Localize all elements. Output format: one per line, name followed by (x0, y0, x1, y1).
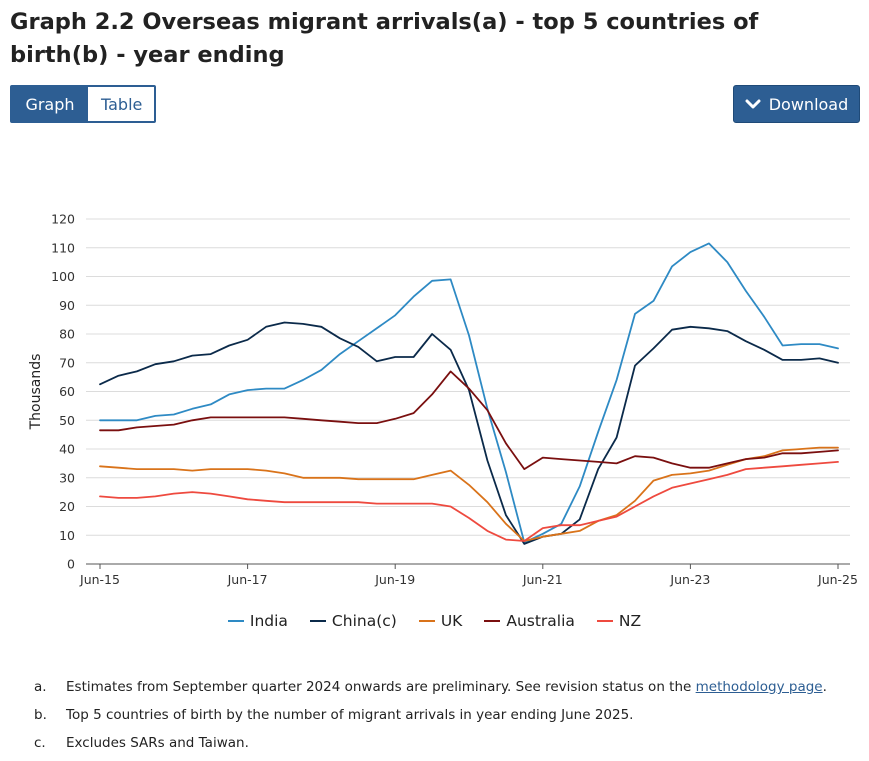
y-tick-label: 90 (59, 298, 75, 313)
y-tick-label: 50 (59, 413, 75, 428)
legend-swatch (227, 620, 244, 622)
footnote-label: a. (34, 679, 47, 695)
y-tick-label: 40 (59, 442, 75, 457)
y-tick-label: 110 (51, 240, 75, 255)
footnote-text: Top 5 countries of birth by the number o… (66, 707, 634, 723)
y-tick-label: 0 (67, 557, 75, 572)
line-chart: 0 10 20 30 40 50 60 70 80 90 100 110 120 Jun-15 Jun-17… (28, 212, 858, 588)
x-tick-label: Jun-15 (79, 572, 120, 587)
download-button[interactable]: Download (733, 85, 860, 123)
y-axis-label: Thousands (28, 354, 44, 431)
y-tick-label: 80 (59, 327, 75, 342)
legend-label: China(c) (331, 612, 397, 630)
x-tick-label: Jun-25 (817, 572, 858, 587)
legend-label: UK (440, 612, 463, 630)
footnotes: a. Estimates from September quarter 2024 … (34, 673, 827, 757)
series-line-australia (99, 370, 839, 471)
y-tick-label: 70 (59, 355, 75, 370)
legend-item[interactable]: India (227, 612, 288, 630)
y-tick-label: 20 (59, 499, 75, 514)
x-tick-label: Jun-23 (669, 572, 710, 587)
legend-swatch (596, 620, 613, 622)
series-line-nz (99, 460, 839, 542)
legend-label: NZ (618, 612, 642, 630)
y-tick-label: 60 (59, 384, 75, 399)
legend-item[interactable]: NZ (596, 612, 642, 630)
footnote-label: b. (34, 707, 47, 723)
y-tick-label: 30 (59, 470, 75, 485)
legend-swatch (309, 620, 326, 622)
footnote: a. Estimates from September quarter 2024 … (34, 673, 827, 701)
legend-item[interactable]: UK (418, 612, 463, 630)
footnote-text: Estimates from September quarter 2024 on… (66, 679, 827, 695)
legend-label: Australia (506, 612, 575, 630)
chart-legend: India China(c) UK Australia NZ (0, 612, 869, 630)
page-title: Graph 2.2 Overseas migrant arrivals(a) -… (10, 9, 759, 68)
graph-tab[interactable]: Graph (12, 87, 88, 121)
footnote: b. Top 5 countries of birth by the number… (34, 701, 827, 729)
methodology-link[interactable]: methodology page (695, 679, 823, 695)
legend-item[interactable]: Australia (484, 612, 575, 630)
download-label: Download (768, 94, 849, 114)
legend-label: India (249, 612, 288, 630)
x-tick-label: Jun-19 (374, 572, 415, 587)
footnote-label: c. (34, 735, 46, 751)
table-tab[interactable]: Table (88, 87, 154, 121)
y-tick-label: 120 (51, 212, 75, 227)
x-tick-label: Jun-17 (227, 572, 268, 587)
series-line-india (99, 242, 839, 544)
footnote: c. Excludes SARs and Taiwan. (34, 729, 827, 757)
chevron-down-icon (745, 99, 761, 109)
footnote-text: Excludes SARs and Taiwan. (66, 735, 249, 751)
y-tick-label: 100 (51, 269, 75, 284)
legend-item[interactable]: China(c) (309, 612, 397, 630)
legend-swatch (418, 620, 435, 622)
series-line-uk (99, 446, 839, 542)
y-tick-label: 10 (59, 528, 75, 543)
x-tick-label: Jun-21 (522, 572, 563, 587)
view-toggle: Graph Table (10, 85, 156, 123)
legend-swatch (484, 620, 501, 622)
series-line-chinac (99, 321, 839, 545)
